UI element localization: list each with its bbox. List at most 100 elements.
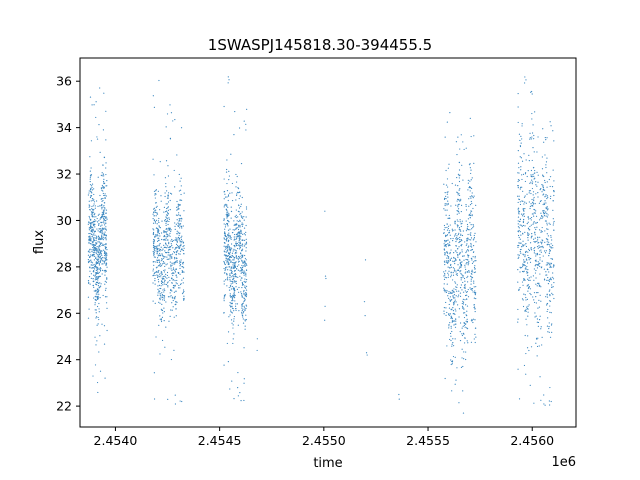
y-tick-label: 30: [56, 213, 72, 228]
data-point: [472, 271, 474, 273]
data-point: [457, 208, 460, 210]
data-point: [529, 138, 531, 140]
data-point: [228, 286, 230, 289]
data-point: [553, 180, 555, 182]
data-point: [96, 247, 98, 250]
data-point: [529, 225, 531, 228]
data-point: [465, 251, 467, 254]
data-point: [161, 303, 163, 305]
data-point: [452, 267, 454, 269]
data-point: [463, 324, 465, 327]
data-point: [246, 108, 248, 110]
data-point: [239, 255, 241, 257]
data-point: [518, 229, 520, 232]
data-point: [475, 327, 477, 329]
data-point: [534, 222, 536, 224]
data-point: [178, 212, 180, 214]
data-point: [520, 135, 522, 138]
data-point: [469, 213, 471, 215]
data-point: [179, 214, 181, 216]
data-point: [443, 289, 445, 291]
data-point: [165, 211, 167, 213]
data-point: [175, 243, 178, 245]
data-point: [450, 257, 453, 259]
data-point: [158, 230, 160, 232]
data-point: [517, 321, 519, 323]
data-point: [241, 271, 243, 273]
data-point: [233, 239, 235, 241]
data-point: [245, 304, 247, 306]
data-point: [452, 302, 455, 304]
data-point: [539, 259, 541, 261]
data-point: [158, 226, 160, 228]
data-point: [453, 320, 456, 322]
data-point: [545, 211, 547, 213]
data-point: [88, 238, 91, 240]
data-point: [459, 258, 461, 261]
data-point: [159, 227, 161, 229]
data-point: [164, 235, 166, 237]
data-point: [444, 276, 446, 278]
data-point: [153, 208, 155, 210]
data-point: [469, 185, 471, 188]
data-point: [240, 291, 242, 293]
data-point: [235, 308, 237, 310]
data-point: [239, 275, 241, 277]
data-point: [522, 253, 524, 255]
data-point: [158, 264, 161, 266]
data-point: [173, 316, 175, 318]
y-tick-label: 22: [56, 399, 72, 414]
data-point: [226, 217, 228, 219]
data-point: [234, 272, 237, 275]
data-point: [239, 241, 241, 243]
data-point: [158, 233, 160, 235]
data-point: [444, 291, 446, 293]
data-point: [539, 253, 541, 256]
data-point: [550, 247, 552, 249]
data-point: [522, 263, 524, 265]
data-point: [444, 273, 446, 275]
data-point: [163, 311, 165, 313]
data-point: [104, 246, 106, 248]
data-point: [452, 309, 455, 312]
data-point: [105, 236, 107, 239]
data-point: [532, 296, 534, 298]
data-point: [157, 292, 159, 294]
data-point: [460, 134, 462, 136]
data-point: [105, 110, 107, 112]
data-point: [450, 363, 452, 366]
data-point: [454, 383, 456, 385]
data-point: [464, 287, 466, 290]
data-point: [174, 222, 176, 224]
data-point: [88, 204, 90, 206]
plot-frame: [79, 57, 577, 428]
data-point: [99, 243, 101, 246]
data-point: [474, 255, 476, 258]
data-point: [227, 240, 229, 243]
data-point: [546, 228, 548, 230]
data-point: [223, 241, 226, 244]
data-point: [462, 275, 464, 277]
data-point: [450, 309, 452, 311]
data-point: [232, 255, 234, 258]
data-point: [226, 342, 228, 345]
data-point: [447, 227, 450, 230]
data-point: [443, 275, 445, 277]
data-point: [549, 294, 551, 296]
data-point: [548, 249, 551, 251]
data-point: [552, 224, 554, 226]
data-point: [223, 260, 225, 263]
data-point: [231, 322, 233, 324]
data-point: [164, 283, 166, 285]
data-point: [467, 249, 469, 251]
data-point: [461, 220, 463, 222]
data-point: [91, 262, 94, 264]
data-point: [87, 259, 90, 261]
data-point: [101, 208, 103, 210]
data-point: [92, 227, 94, 229]
data-point: [444, 197, 446, 200]
data-point: [179, 204, 181, 207]
data-point: [103, 214, 105, 216]
data-point: [158, 284, 161, 286]
data-point: [173, 272, 175, 275]
